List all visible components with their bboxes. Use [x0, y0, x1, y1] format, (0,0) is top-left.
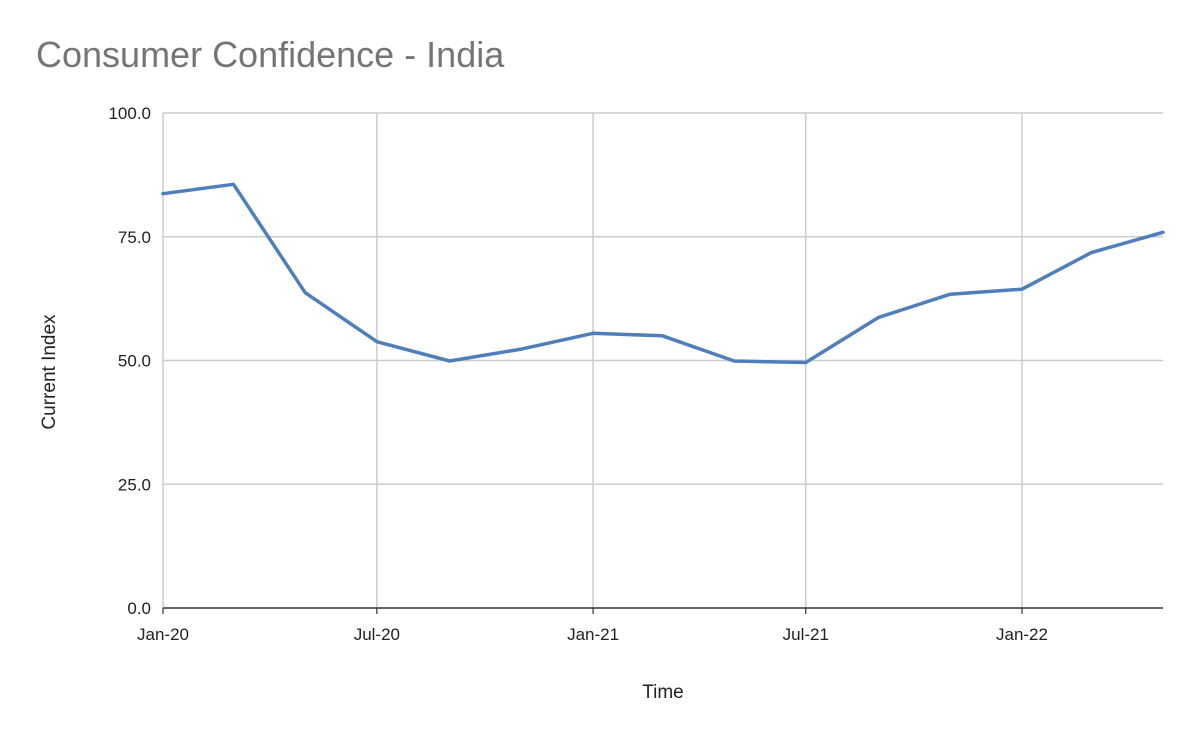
y-tick-label: 25.0 [118, 475, 151, 494]
x-tick-label: Jul-20 [354, 625, 400, 644]
x-tick-label: Jul-21 [783, 625, 829, 644]
y-tick-labels: 0.0 25.0 50.0 75.0 100.0 [108, 104, 151, 618]
data-point [1161, 231, 1165, 234]
data-point [520, 347, 523, 351]
data-point [732, 359, 736, 363]
data-point [661, 334, 664, 337]
axes [162, 113, 1163, 614]
data-point [304, 291, 307, 294]
data-point [375, 340, 379, 343]
grid-lines [163, 112, 1163, 608]
data-point [161, 192, 165, 195]
y-tick-label: 50.0 [118, 352, 151, 371]
data-point [804, 361, 807, 364]
x-tick-label: Jan-20 [137, 625, 189, 644]
y-tick-label: 75.0 [118, 228, 151, 247]
x-tick-label: Jan-21 [567, 625, 619, 644]
x-tick-label: Jan-22 [996, 625, 1048, 644]
data-point [591, 332, 595, 335]
data-point [877, 316, 880, 319]
x-axis-label: Time [642, 682, 684, 703]
y-tick-label: 100.0 [108, 104, 151, 123]
y-tick-label: 0.0 [127, 599, 151, 618]
data-point [448, 359, 451, 363]
y-axis-label: Current Index [39, 314, 60, 430]
x-tick-labels: Jan-20 Jul-20 Jan-21 Jul-21 Jan-22 [137, 625, 1048, 644]
data-point [949, 293, 952, 296]
data-point [1090, 251, 1093, 254]
data-point [232, 183, 235, 186]
data-point [1020, 288, 1024, 291]
series [161, 182, 1165, 365]
chart-title: Consumer Confidence - India [36, 34, 505, 75]
